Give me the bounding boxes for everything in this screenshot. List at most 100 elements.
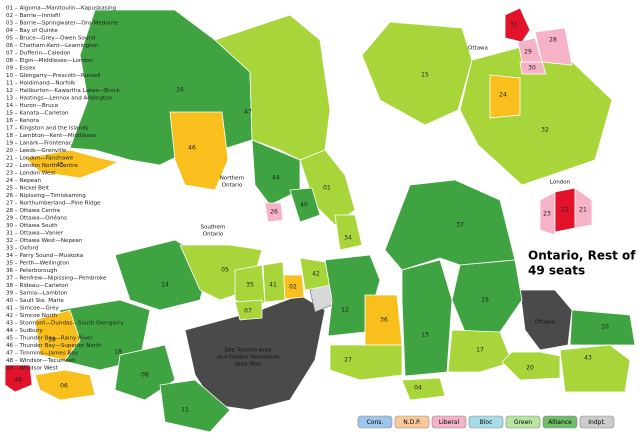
region-label: 45 xyxy=(56,162,64,169)
riding-entry: 42 – Simcoe North xyxy=(6,313,58,319)
riding-entry: 01 – Algoma—Manitoulin—Kapuskasing xyxy=(6,6,117,12)
region xyxy=(489,74,521,119)
regions xyxy=(4,7,636,433)
riding-entry: 10 – Glengarry—Prescott—Russell xyxy=(6,73,101,79)
region xyxy=(234,299,263,321)
party-swatch xyxy=(468,415,504,429)
riding-entry: 27 – Northumberland—Pine Ridge xyxy=(6,201,101,207)
place-label: Southern xyxy=(200,225,226,231)
riding-entry: 07 – Dufferin—Caledon xyxy=(6,51,71,57)
riding-entry: 21 – London—Fanshawe xyxy=(6,156,74,162)
region xyxy=(519,61,547,75)
party-swatch xyxy=(542,415,578,429)
region-label: 06 xyxy=(60,383,68,390)
region-label: 10 xyxy=(601,324,609,331)
riding-entry: 12 – Haliburton—Kawartha Lakes—Brock xyxy=(6,88,121,94)
place-label: Ontario xyxy=(203,232,224,238)
region xyxy=(334,214,363,251)
region-label: 18 xyxy=(114,349,122,356)
region xyxy=(569,309,636,346)
riding-entry: 31 – Ottawa—Vanier xyxy=(6,231,64,237)
party-name: N.D.P. xyxy=(403,419,421,426)
riding-entry: 06 – Chatham-Kent—Leamington xyxy=(6,43,99,49)
region-label: 21 xyxy=(579,207,587,214)
region xyxy=(262,261,286,303)
region-label: 20 xyxy=(526,365,534,372)
riding-entry: 39 – Sarnia—Lambton xyxy=(6,291,68,297)
region xyxy=(169,111,229,191)
region xyxy=(361,21,473,126)
riding-entry: 17 – Kingston and the Islands xyxy=(6,126,89,132)
region-label: 11 xyxy=(181,407,189,414)
place-label: Ottawa xyxy=(468,46,488,52)
map-title: Ontario, Rest of xyxy=(528,249,636,263)
region xyxy=(289,187,321,223)
riding-entry: 28 – Ottawa Centre xyxy=(6,208,61,214)
region xyxy=(559,344,631,393)
riding-entry: 41 – Simcoe—Grey xyxy=(6,306,60,312)
place-label: Area Map xyxy=(235,362,262,368)
riding-entry: 03 – Barrie—Springwater—Oro-Medonte xyxy=(6,21,119,27)
riding-entry: 29 – Ottawa—Orléans xyxy=(6,215,67,222)
riding-entry: 22 – London North Centre xyxy=(6,163,78,169)
region-label: 35 xyxy=(246,282,254,289)
region xyxy=(4,364,33,393)
party-swatch xyxy=(357,415,393,429)
riding-entry: 18 – Lambton—Kent—Middlesex xyxy=(6,133,97,139)
place-label: See Toronto Area xyxy=(225,348,272,354)
riding-entry: 49 – Windsor West xyxy=(6,366,59,372)
riding-entry: 45 – Thunder Bay—Rainy River xyxy=(6,336,93,342)
riding-entry: 02 – Barrie—Innisfil xyxy=(6,13,61,19)
region xyxy=(574,187,593,229)
riding-entry: 35 – Perth—Wellington xyxy=(6,261,70,267)
party-swatch xyxy=(579,415,615,429)
region xyxy=(401,377,446,401)
region xyxy=(539,191,556,236)
region-label: 17 xyxy=(476,347,484,354)
region xyxy=(251,139,301,206)
region-label: 13 xyxy=(421,332,429,339)
region-label: 42 xyxy=(312,271,320,278)
region-label: 14 xyxy=(161,282,169,289)
region xyxy=(534,27,573,66)
region-label: 22 xyxy=(561,207,569,214)
map-title: 49 seats xyxy=(528,264,585,278)
party-name: Liberal xyxy=(439,419,460,426)
region-label: 04 xyxy=(414,385,422,392)
region xyxy=(447,329,513,373)
riding-entry: 23 – London West xyxy=(6,171,56,177)
riding-entry: 08 – Elgin—Middlesex—London xyxy=(6,58,93,64)
riding-entry: 24 – Nepean xyxy=(6,178,42,184)
region-label: 46 xyxy=(188,145,196,152)
riding-entry: 44 – Sudbury xyxy=(6,328,44,334)
region-label: 16 xyxy=(176,87,184,94)
region-label: 02 xyxy=(289,284,297,291)
party-name: Alliance xyxy=(548,419,572,426)
region-label: 43 xyxy=(584,355,592,362)
region-label: 40 xyxy=(300,202,308,209)
riding-entry: 26 – Nipissing—Timiskaming xyxy=(6,193,86,199)
region xyxy=(501,351,561,381)
riding-entry: 19 – Lanark—Frontenac xyxy=(6,141,72,147)
region-label: 29 xyxy=(524,49,532,56)
place-label: Northern xyxy=(220,176,245,182)
region-label: 32 xyxy=(541,127,549,134)
region-label: 24 xyxy=(499,92,507,99)
region-label: 15 xyxy=(421,72,429,79)
region-label: 36 xyxy=(380,317,388,324)
region xyxy=(159,379,231,433)
party-swatch xyxy=(505,415,541,429)
party-swatch xyxy=(394,415,430,429)
region-label: 07 xyxy=(244,308,252,315)
riding-entry: 16 – Kenora xyxy=(6,118,39,124)
region xyxy=(504,7,531,43)
riding-entry: 43 – Stormont—Dundas—South Glengarry xyxy=(6,321,124,327)
region-label: 47 xyxy=(244,109,252,116)
region-label: 31 xyxy=(510,22,518,29)
region xyxy=(401,259,453,377)
place-label: London xyxy=(550,180,571,186)
party-swatch xyxy=(431,415,467,429)
riding-entry: 20 – Leeds—Grenville xyxy=(6,148,67,154)
region-label: 19 xyxy=(481,297,489,304)
